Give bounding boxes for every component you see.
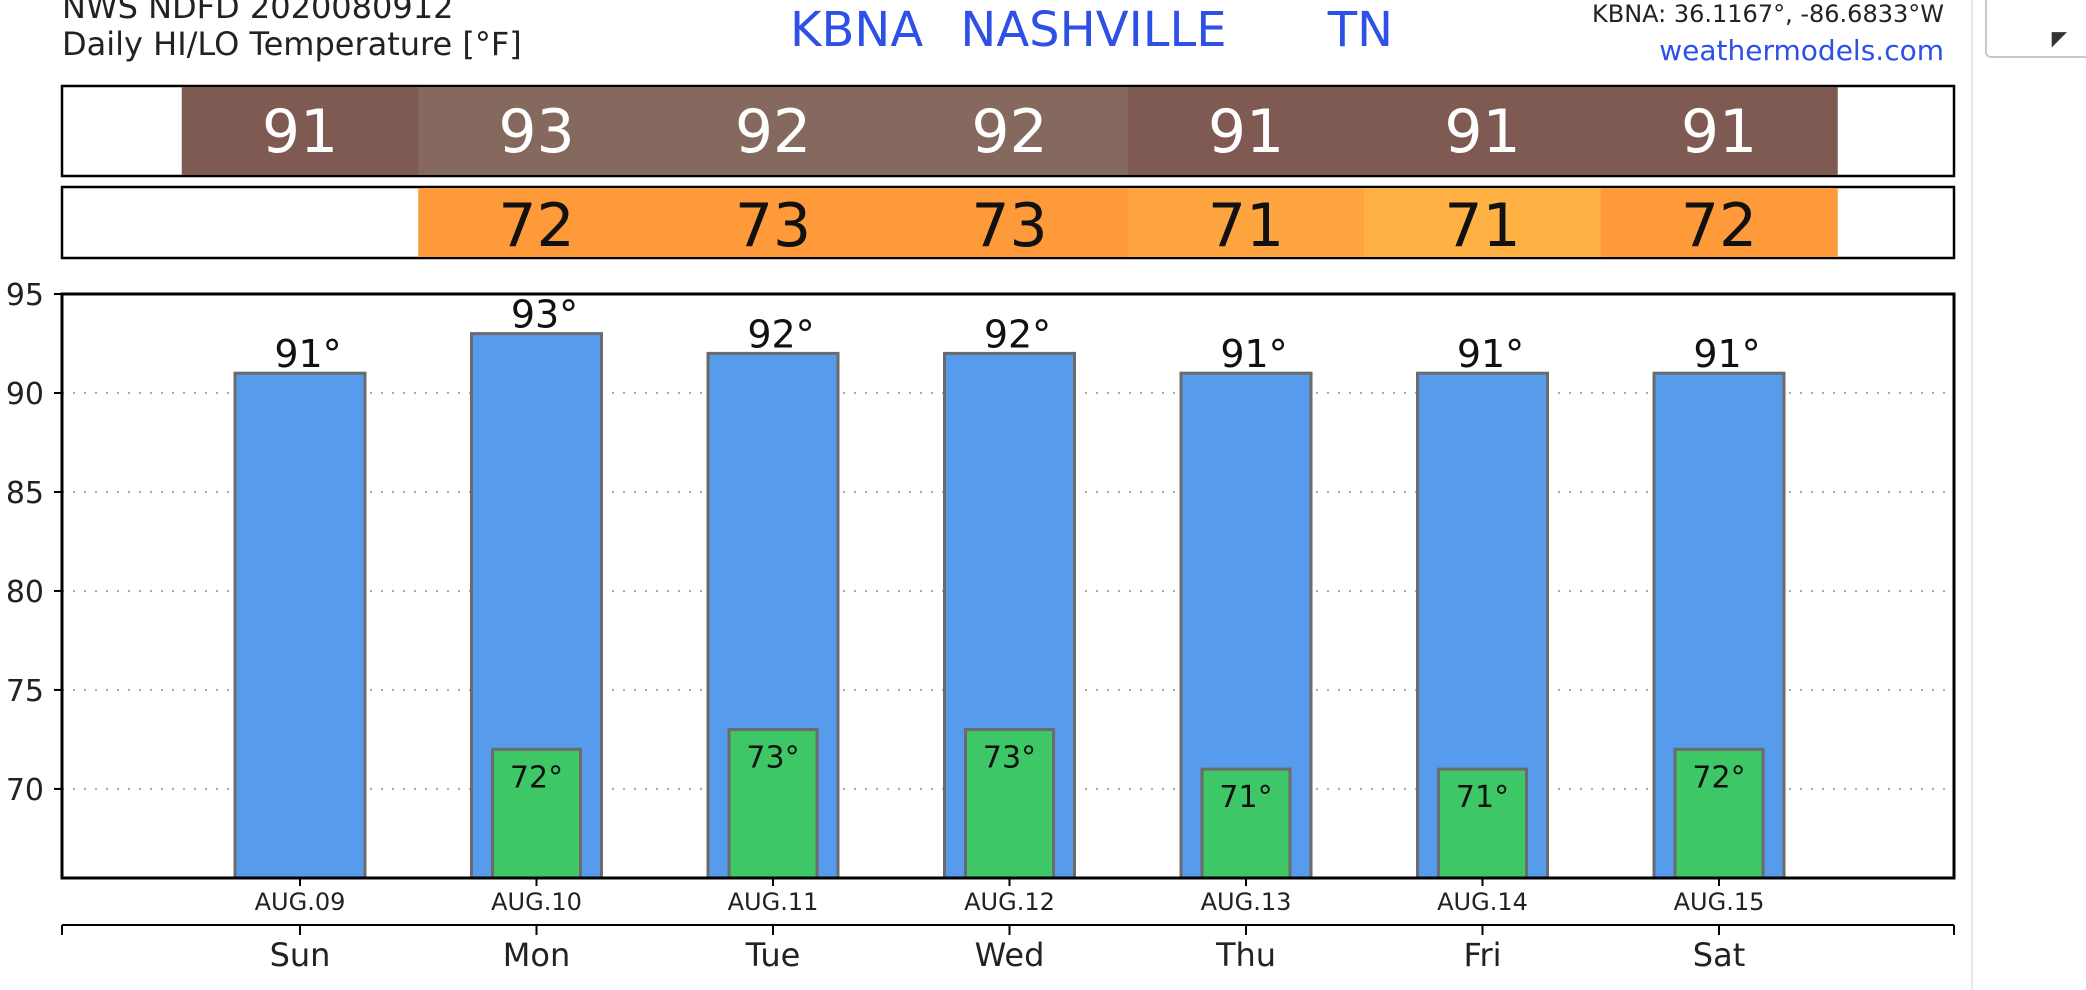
low-strip-value: 71 xyxy=(1208,191,1284,261)
high-temp-label: 91° xyxy=(274,332,341,376)
y-tick-label: 75 xyxy=(6,674,44,709)
y-tick-label: 70 xyxy=(6,773,44,808)
plot-frame xyxy=(60,292,1956,880)
low-strip-value: 73 xyxy=(735,191,811,261)
low-temp-bar xyxy=(491,747,582,880)
station-coordinates: KBNA: 36.1167°, -86.6833°W xyxy=(1591,0,1944,28)
station-state: TN xyxy=(1327,2,1394,58)
high-temp-label: 92° xyxy=(747,312,814,356)
date-label: AUG.13 xyxy=(1201,888,1292,916)
chart-subtitle: Daily HI/LO Temperature [°F] xyxy=(62,25,522,63)
day-label: Sun xyxy=(270,936,331,974)
low-temp-bar xyxy=(727,728,819,880)
low-strip-cell xyxy=(1600,188,1838,257)
low-strip-value: 72 xyxy=(1681,191,1757,261)
y-tick-label: 95 xyxy=(6,278,44,313)
high-strip-value: 92 xyxy=(971,97,1047,167)
y-tick-label: 85 xyxy=(6,476,44,511)
high-temp-label: 91° xyxy=(1693,332,1760,376)
low-temp-bar xyxy=(1200,767,1292,880)
station-title: KBNA NASHVILLE TN xyxy=(790,2,1393,58)
low-temp-strip: 72 73 73 71 71 72 xyxy=(60,185,1956,261)
date-label: AUG.12 xyxy=(964,888,1055,916)
low-strip-value: 73 xyxy=(971,191,1047,261)
y-tick-label: 90 xyxy=(6,377,44,412)
low-strip-cell xyxy=(891,188,1129,257)
day-label: Mon xyxy=(503,936,570,974)
day-label: Thu xyxy=(1215,936,1276,974)
high-strip-value: 93 xyxy=(498,97,574,167)
high-strip-cell xyxy=(181,87,419,175)
day-label: Fri xyxy=(1463,936,1501,974)
high-temp-label: 92° xyxy=(984,312,1051,356)
temperature-chart: 91 93 92 92 91 91 91 72 73 73 71 71 72 95 90 85 80 75 70… xyxy=(6,84,1956,974)
low-strip-cell xyxy=(1127,188,1365,257)
panel-divider xyxy=(1971,0,1973,990)
day-label: Wed xyxy=(975,936,1045,974)
high-strip-cell xyxy=(1600,87,1838,175)
low-strip-cell xyxy=(654,188,892,257)
high-temp-label: 91° xyxy=(1220,332,1287,376)
low-temp-bar xyxy=(1437,767,1528,880)
high-strip-value: 91 xyxy=(1681,97,1757,167)
site-link[interactable]: weathermodels.com xyxy=(1659,34,1944,67)
high-temp-bar xyxy=(233,371,367,880)
y-tick-label: 80 xyxy=(6,575,44,610)
low-strip-cell xyxy=(418,188,656,257)
model-run-label: NWS NDFD 2020080912 xyxy=(62,0,454,26)
low-temp-label: 71° xyxy=(1456,780,1509,815)
high-strip-value: 91 xyxy=(1444,97,1520,167)
date-label: AUG.11 xyxy=(728,888,819,916)
day-label: Sat xyxy=(1693,936,1745,974)
y-axis: 95 90 85 80 75 70 xyxy=(6,278,62,808)
high-strip-cell xyxy=(1364,87,1602,175)
low-temp-bar xyxy=(1673,747,1765,880)
low-strip-value: 72 xyxy=(498,191,574,261)
high-strip-cell xyxy=(654,87,892,175)
bars: 91° 93° 72° 92° 73° 92° 73° 91° 71° 91° 71° 91° 72° xyxy=(233,293,1786,880)
arrow-icon: ◤ xyxy=(2051,26,2067,50)
high-strip-value: 92 xyxy=(735,97,811,167)
station-code: KBNA xyxy=(790,2,924,58)
high-strip-value: 91 xyxy=(262,97,338,167)
date-label: AUG.10 xyxy=(491,888,582,916)
high-temp-label: 91° xyxy=(1457,332,1524,376)
low-strip-value: 71 xyxy=(1444,191,1520,261)
date-label: AUG.15 xyxy=(1674,888,1765,916)
high-strip-cell xyxy=(891,87,1129,175)
low-temp-label: 73° xyxy=(983,741,1036,776)
station-name: NASHVILLE xyxy=(960,2,1227,58)
day-label: Tue xyxy=(745,936,801,974)
date-label: AUG.14 xyxy=(1437,888,1528,916)
x-axis: AUG.09 Sun AUG.10 Mon AUG.11 Tue AUG.12 Wed AUG.… xyxy=(61,878,1955,974)
high-temp-strip: 91 93 92 92 91 91 91 xyxy=(60,84,1956,178)
high-temp-label: 93° xyxy=(511,293,578,337)
low-strip-cell xyxy=(1364,188,1602,257)
low-temp-label: 72° xyxy=(1692,760,1745,795)
date-label: AUG.09 xyxy=(255,888,346,916)
high-strip-cell xyxy=(1127,87,1365,175)
low-temp-label: 71° xyxy=(1219,780,1272,815)
high-strip-cell xyxy=(418,87,656,175)
expand-button[interactable]: ◤ xyxy=(1985,0,2086,58)
low-temp-label: 72° xyxy=(510,760,563,795)
high-strip-value: 91 xyxy=(1208,97,1284,167)
low-temp-label: 73° xyxy=(746,741,799,776)
